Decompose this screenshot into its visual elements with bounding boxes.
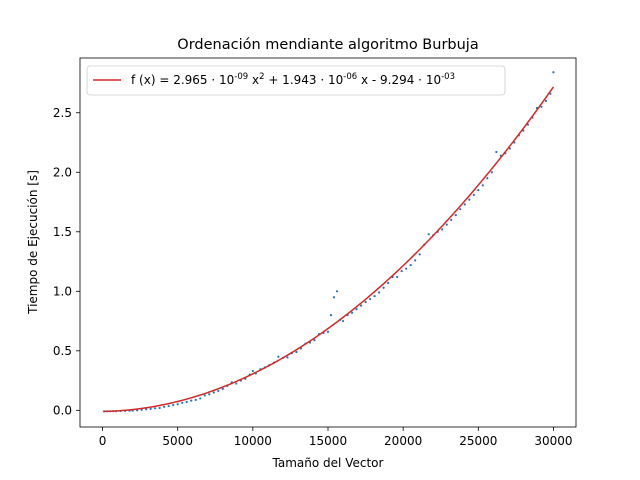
scatter-point [251,369,254,373]
scatter-point [459,208,462,211]
scatter-point [472,193,475,196]
scatter-point [359,304,363,307]
y-tick-label: 1.0 [53,284,72,298]
scatter-point [486,177,489,180]
scatter-point [181,401,184,404]
scatter-point [355,308,358,311]
scatter-point [326,330,330,333]
scatter-point [441,228,444,231]
scatter-point [400,269,403,273]
scatter-point [454,214,457,217]
scatter-point [295,350,298,354]
scatter-point [544,99,548,102]
scatter-point [235,382,238,385]
x-tick-label: 10000 [234,434,272,448]
axes-frame [79,57,577,428]
scatter-point [172,403,175,407]
scatter-point [508,147,511,150]
scatter-point [217,389,220,393]
scatter-point [364,300,367,304]
scatter-point [368,297,372,301]
scatter-point [382,286,385,289]
scatter-point [149,407,152,411]
x-tick-label: 25000 [459,434,497,448]
scatter-point [203,394,206,397]
scatter-point [167,404,170,408]
scatter-point [335,290,339,293]
scatter-point [378,291,381,294]
scatter-point [350,311,354,314]
legend: f (x) = 2.965 · 10-09 x2 + 1.943 · 10-06… [86,65,506,96]
x-tick-label: 20000 [384,434,422,448]
scatter-point [158,406,161,410]
y-axis-label: Tiempo de Ejecución [s] [26,170,40,315]
scatter-point [329,314,333,317]
y-tick-label: 1.5 [53,225,72,239]
scatter-point [481,184,484,187]
scatter-point [176,403,179,406]
y-tick-label: 2.0 [53,165,72,179]
scatter-point [208,393,211,396]
x-tick-label: 15000 [309,434,347,448]
x-tick-label: 5000 [162,434,193,448]
x-axis-label: Tamaño del Vector [272,456,384,470]
scatter-point [194,398,197,401]
scatter-point [445,223,448,226]
chart-title: Ordenación mendiante algoritmo Burbuja [177,37,478,53]
scatter-point [490,171,493,174]
scatter-point [313,339,316,342]
y-tick-label: 0.5 [53,344,72,358]
scatter-point [154,407,157,410]
scatter-point [552,71,555,74]
fit-curve [104,86,555,413]
scatter-point [450,218,453,221]
scatter-point [405,267,408,270]
scatter-point [199,397,202,400]
scatter-point [212,391,215,394]
scatter-point [495,150,498,154]
scatter-point [409,264,412,267]
scatter-point [414,259,417,262]
legend-box [86,65,506,96]
y-axis: 0.0 0.5 1.0 1.5 2.0 2.5 [53,106,80,417]
scatter-point [163,405,166,408]
legend-label: f (x) = 2.965 · 10-09 x2 + 1.943 · 10-06… [131,72,455,87]
scatter-point [396,275,399,279]
x-tick-label: 30000 [534,434,572,448]
y-tick-label: 2.5 [53,106,72,120]
scatter-point [145,408,148,411]
scatter-point [286,356,289,359]
scatter-point [277,355,280,358]
x-axis: 0 5000 10000 15000 20000 25000 30000 [99,427,573,448]
scatter-point [190,399,193,402]
scatter-point [221,387,224,391]
scatter-point [373,294,376,298]
scatter-point [427,233,430,236]
scatter-point [468,198,471,201]
y-tick-label: 0.0 [53,403,72,417]
x-tick-label: 0 [99,434,107,448]
scatter-point [332,296,336,299]
scatter-point [185,400,188,404]
scatter-point [418,253,421,256]
scatter-point [341,319,345,323]
scatter-point [463,203,466,206]
scatter-point [540,105,543,108]
scatter-point [387,281,390,285]
scatter-point [477,189,480,192]
